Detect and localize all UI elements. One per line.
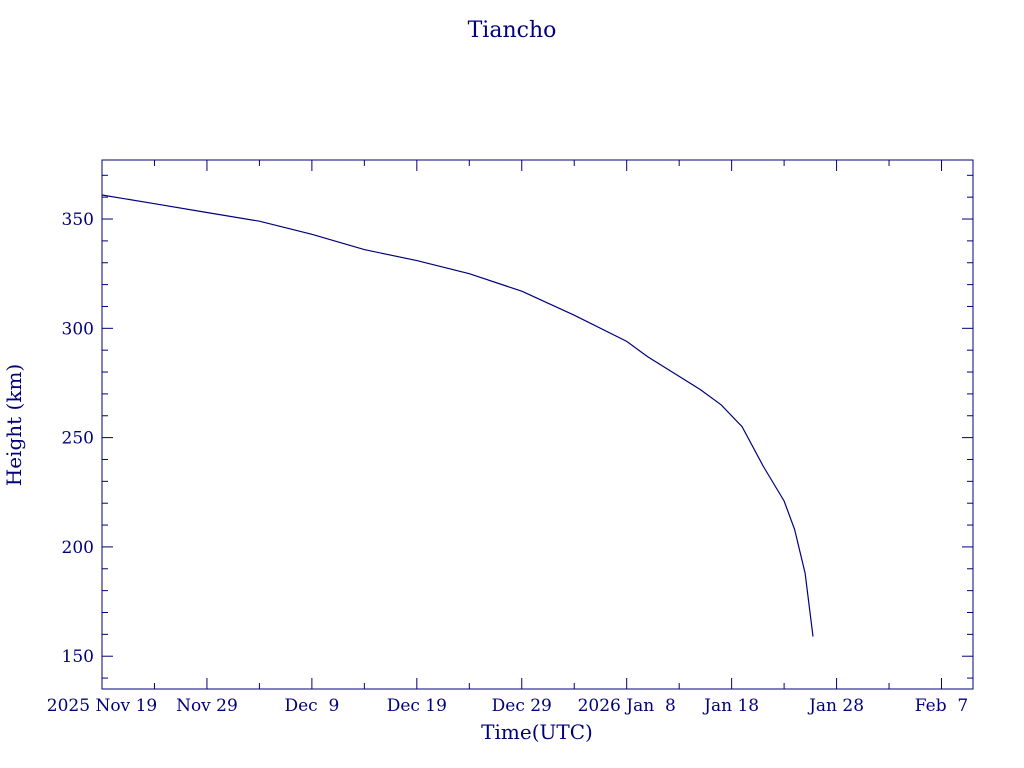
x-tick-label: Dec 29 (492, 696, 552, 716)
x-tick-labels: 2025 Nov 19 Nov 29 Dec 9 Dec 19 Dec 29 2026 J… (47, 696, 968, 716)
x-axis-label: Time(UTC) (481, 720, 593, 744)
y-tick-label: 300 (62, 319, 94, 339)
x-tick-label: 2025 Nov 19 (47, 696, 157, 716)
plot-frame (101, 159, 974, 690)
y-tick-label: 250 (62, 429, 94, 449)
y-axis (102, 174, 973, 679)
x-tick-label: Nov 29 (176, 696, 238, 716)
x-tick-label: Dec 9 (284, 696, 339, 716)
y-tick-labels: 150 200 250 300 350 (62, 210, 94, 667)
x-tick-label: Jan 28 (807, 696, 864, 716)
x-tick-label: 2026 Jan 8 (578, 696, 676, 716)
series-line (101, 194, 814, 637)
y-axis-label: Height (km) (2, 364, 26, 486)
y-tick-label: 350 (62, 210, 94, 230)
y-tick-label: 200 (62, 538, 94, 558)
chart-title: Tiancho (468, 18, 557, 43)
y-tick-label: 150 (62, 647, 94, 667)
x-tick-label: Feb 7 (915, 696, 968, 716)
x-axis (101, 160, 943, 689)
x-tick-label: Jan 18 (702, 696, 759, 716)
x-tick-label: Dec 19 (387, 696, 447, 716)
